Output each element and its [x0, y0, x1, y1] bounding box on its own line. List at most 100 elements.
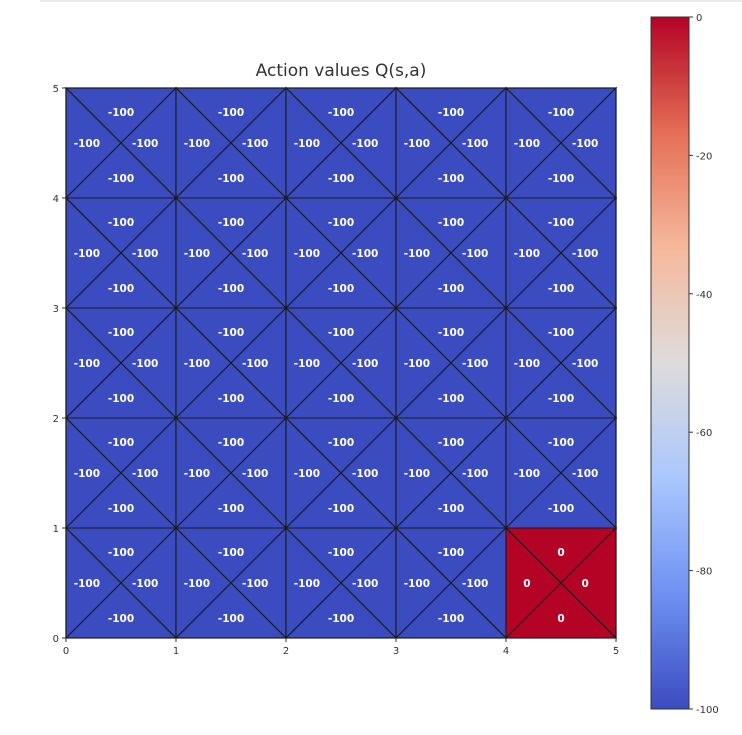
- q-value-label-up: 0: [557, 547, 564, 559]
- action-triangle-down: [284, 472, 398, 529]
- grid-cell: -100 -100 -100 -100: [504, 196, 618, 310]
- q-value-label-down: -100: [108, 283, 134, 295]
- x-tick-label: 5: [613, 646, 619, 657]
- q-value-label-down: -100: [218, 393, 244, 405]
- grid-cell: -100 -100 -100 -100: [284, 196, 398, 310]
- action-triangle-down: [284, 252, 398, 309]
- q-value-label-up: -100: [218, 547, 244, 559]
- q-value-label-right: -100: [462, 138, 488, 150]
- action-triangle-down: [174, 252, 288, 309]
- q-value-label-left: -100: [184, 578, 210, 590]
- q-value-label-right: -100: [572, 138, 598, 150]
- q-value-label-left: -100: [404, 138, 430, 150]
- action-triangle-down: [504, 142, 618, 199]
- grid-cell: -100 -100 -100 -100: [394, 306, 508, 420]
- q-value-label-left: -100: [294, 248, 320, 260]
- x-tick-label: 2: [283, 646, 289, 657]
- grid-cell: -100 -100 -100 -100: [174, 306, 288, 420]
- q-value-label-up: -100: [218, 437, 244, 449]
- grid-cell: -100 -100 -100 -100: [174, 526, 288, 640]
- q-value-label-right: -100: [462, 248, 488, 260]
- q-value-label-right: -100: [572, 248, 598, 260]
- q-value-label-right: -100: [352, 468, 378, 480]
- colorbar: [650, 16, 690, 710]
- q-value-label-up: -100: [108, 217, 134, 229]
- q-value-label-left: -100: [74, 468, 100, 480]
- grid-cell: -100 -100 -100 -100: [64, 526, 178, 640]
- grid-cell: -100 -100 -100 -100: [504, 416, 618, 530]
- grid-cell: -100 -100 -100 -100: [64, 306, 178, 420]
- grid-cell: 0 0 0 0: [504, 526, 618, 640]
- q-value-label-down: -100: [438, 613, 464, 625]
- q-value-label-right: -100: [132, 358, 158, 370]
- q-value-label-left: -100: [74, 578, 100, 590]
- q-value-label-left: -100: [404, 468, 430, 480]
- q-value-label-up: -100: [548, 437, 574, 449]
- q-value-label-up: -100: [328, 437, 354, 449]
- q-value-label-up: -100: [438, 437, 464, 449]
- q-value-label-left: -100: [404, 578, 430, 590]
- q-value-label-down: -100: [328, 503, 354, 515]
- q-value-label-down: -100: [438, 503, 464, 515]
- q-value-label-right: -100: [132, 468, 158, 480]
- q-value-label-right: -100: [242, 578, 268, 590]
- action-triangle-down: [64, 142, 178, 199]
- q-value-label-down: -100: [218, 173, 244, 185]
- grid-cell: -100 -100 -100 -100: [174, 416, 288, 530]
- colorbar-tick-label: -60: [696, 428, 712, 439]
- q-value-label-left: -100: [514, 248, 540, 260]
- q-value-label-right: -100: [462, 358, 488, 370]
- q-value-label-right: -100: [352, 248, 378, 260]
- y-tick-label: 0: [53, 634, 59, 645]
- colorbar-tick-label: -40: [696, 290, 712, 301]
- action-triangle-down: [174, 362, 288, 419]
- action-triangle-down: [284, 142, 398, 199]
- q-value-label-down: -100: [218, 503, 244, 515]
- x-tick-label: 4: [503, 646, 509, 657]
- grid-cell: -100 -100 -100 -100: [64, 416, 178, 530]
- q-value-label-left: -100: [294, 578, 320, 590]
- q-value-label-down: -100: [218, 283, 244, 295]
- colorbar-tick-label: -80: [696, 567, 712, 578]
- action-triangle-down: [64, 252, 178, 309]
- q-value-label-up: -100: [218, 217, 244, 229]
- q-value-label-down: -100: [548, 503, 574, 515]
- q-value-label-left: -100: [404, 358, 430, 370]
- q-value-label-right: -100: [462, 578, 488, 590]
- y-tick-label: 1: [53, 524, 59, 535]
- q-value-label-right: -100: [462, 468, 488, 480]
- q-value-label-down: -100: [108, 613, 134, 625]
- q-value-label-right: -100: [132, 138, 158, 150]
- y-tick-label: 3: [53, 304, 59, 315]
- cells-layer: -100 -100 -100 -100 -100 -100 -100 -100 -100 -100…: [64, 86, 618, 640]
- colorbar-tick-label: -100: [696, 705, 719, 716]
- q-value-label-right: -100: [242, 138, 268, 150]
- q-value-label-up: -100: [438, 547, 464, 559]
- action-triangle-down: [394, 142, 508, 199]
- x-tick-label: 3: [393, 646, 399, 657]
- q-value-label-up: -100: [548, 217, 574, 229]
- q-value-label-right: -100: [132, 578, 158, 590]
- q-value-label-up: -100: [438, 327, 464, 339]
- plot-frame: [65, 87, 617, 639]
- grid-cell: -100 -100 -100 -100: [284, 306, 398, 420]
- action-triangle-down: [394, 362, 508, 419]
- q-value-label-left: -100: [184, 468, 210, 480]
- action-triangle-down: [394, 252, 508, 309]
- q-value-label-right: -100: [572, 358, 598, 370]
- q-value-label-left: -100: [294, 468, 320, 480]
- grid-cell: -100 -100 -100 -100: [284, 416, 398, 530]
- q-value-label-up: -100: [328, 217, 354, 229]
- grid-cell: -100 -100 -100 -100: [394, 526, 508, 640]
- q-value-label-left: -100: [514, 138, 540, 150]
- colorbar-tick-label: -20: [696, 151, 712, 162]
- q-value-label-left: -100: [74, 248, 100, 260]
- grid-cell: -100 -100 -100 -100: [174, 86, 288, 200]
- grid-cell: -100 -100 -100 -100: [64, 196, 178, 310]
- q-value-label-up: -100: [218, 327, 244, 339]
- q-value-label-left: -100: [184, 138, 210, 150]
- q-value-label-down: -100: [218, 613, 244, 625]
- q-value-label-right: -100: [352, 138, 378, 150]
- q-value-label-down: -100: [438, 283, 464, 295]
